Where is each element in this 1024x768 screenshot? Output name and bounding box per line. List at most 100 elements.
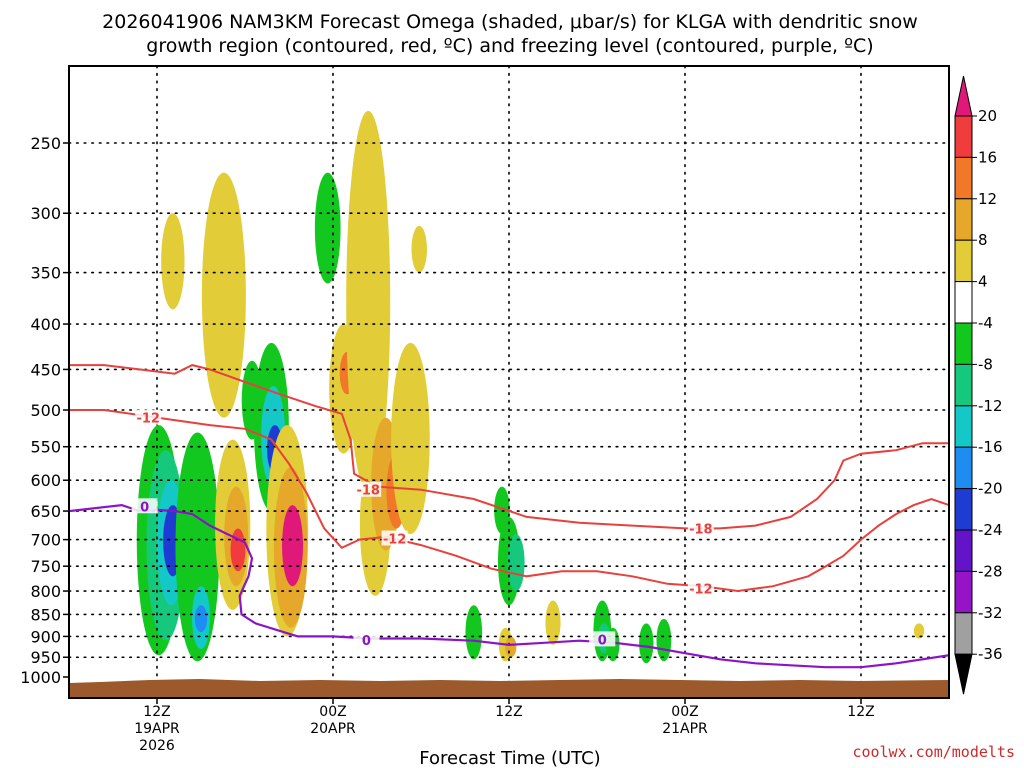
x-tick-label: 21APR xyxy=(662,721,708,737)
contour-label-bg xyxy=(135,409,162,425)
colorbar-segment xyxy=(954,570,973,614)
y-tick-label: 800 xyxy=(30,582,61,601)
omega-cell xyxy=(505,636,517,658)
omega-cell xyxy=(201,172,246,418)
colorbar-segment xyxy=(954,281,973,324)
contour-label: 0 xyxy=(140,500,149,515)
x-tick-label: 12Z xyxy=(495,704,522,720)
x-axis-label: Forecast Time (UTC) xyxy=(419,748,600,768)
y-tick-label: 600 xyxy=(30,471,61,490)
y-axis: 250 300 350 400 450 500 550 600 650 700 750 800 850 9… xyxy=(20,134,69,687)
colorbar-level-label: -28 xyxy=(978,562,1003,580)
site-credit: coolwx.com/modelts xyxy=(852,743,1015,761)
omega-cell xyxy=(656,618,672,662)
y-tick-label: 700 xyxy=(30,531,61,550)
contour-label-bg xyxy=(131,498,158,514)
omega-cell xyxy=(314,172,341,284)
omega-cell xyxy=(248,172,263,214)
omega-cell xyxy=(507,534,525,592)
omega-cell xyxy=(391,342,430,535)
colorbar-level-label: -8 xyxy=(978,355,993,373)
contour-label: 0 xyxy=(598,633,607,648)
y-tick-label: 250 xyxy=(30,134,61,153)
x-tick-label: 19APR xyxy=(134,721,180,737)
omega-cell xyxy=(639,623,654,664)
colorbar-level-label: 16 xyxy=(978,148,997,166)
omega-cell xyxy=(282,505,304,587)
colorbar-level-label: 20 xyxy=(978,107,997,125)
x-tick-label: 00Z xyxy=(671,704,698,720)
dgz-minus18-contour xyxy=(69,364,949,530)
colorbar-segment xyxy=(954,198,973,241)
contour-label: -18 xyxy=(356,484,380,499)
chart-title-line-1: 2026041906 NAM3KM Forecast Omega (shaded… xyxy=(102,11,918,33)
contour-label: -12 xyxy=(136,412,160,427)
colorbar-segment xyxy=(954,363,973,407)
colorbar-level-label: 12 xyxy=(978,190,997,208)
omega-cell xyxy=(346,110,391,493)
colorbar-segment xyxy=(954,115,973,158)
colorbar-segment xyxy=(954,322,973,365)
x-tick-label: 20APR xyxy=(310,721,356,737)
colorbar-bottom-arrow xyxy=(954,653,973,695)
colorbar-level-label: 4 xyxy=(978,273,988,291)
colorbar: 20 16 12 8 4 -4 -8 -12 -16 -20 -24 -28 -32 -36 xyxy=(954,75,1003,695)
omega-cell xyxy=(230,528,246,572)
x-tick-label: 00Z xyxy=(319,704,346,720)
y-tick-label: 550 xyxy=(30,438,61,457)
contour-label-bg xyxy=(687,580,714,596)
x-tick-label: 12Z xyxy=(143,704,170,720)
colorbar-level-label: -32 xyxy=(978,604,1003,622)
x-tick-label: 2026 xyxy=(139,738,175,754)
omega-cell xyxy=(545,600,561,645)
contour-label-bg xyxy=(687,520,714,536)
omega-cell xyxy=(913,623,925,639)
contour-label-bg xyxy=(381,530,408,546)
y-tick-label: 400 xyxy=(30,315,61,334)
freezing-level-contour xyxy=(69,503,949,669)
contour-label: 0 xyxy=(362,634,371,649)
contour-label: -12 xyxy=(689,583,713,598)
y-tick-label: 650 xyxy=(30,502,61,521)
omega-cell xyxy=(194,605,208,633)
y-tick-label: 950 xyxy=(30,648,61,667)
y-tick-label: 450 xyxy=(30,360,61,379)
colorbar-segment xyxy=(954,156,973,200)
colorbar-level-label: -24 xyxy=(978,521,1003,539)
y-tick-label: 900 xyxy=(30,627,61,646)
colorbar-level-label: -4 xyxy=(978,314,993,332)
y-tick-label: 350 xyxy=(30,264,61,283)
x-tick-label: 12Z xyxy=(847,704,874,720)
y-tick-label: 500 xyxy=(30,401,61,420)
y-tick-label: 300 xyxy=(30,204,61,223)
colorbar-level-label: -12 xyxy=(978,397,1003,415)
contour-label-bg xyxy=(355,481,382,497)
terrain-ground xyxy=(69,679,949,698)
omega-shading-layer xyxy=(136,110,925,664)
colorbar-segment xyxy=(954,446,973,490)
omega-cell xyxy=(465,605,483,660)
colorbar-segment xyxy=(954,239,973,283)
colorbar-segment xyxy=(954,612,973,655)
dgz-minus12-contour xyxy=(69,409,949,593)
colorbar-level-label: 8 xyxy=(978,231,988,249)
colorbar-segment xyxy=(954,488,973,531)
colorbar-top-arrow xyxy=(954,75,973,117)
y-tick-label: 1000 xyxy=(20,668,61,687)
grid-layer xyxy=(69,66,949,698)
contour-layer: -12 -18 -12 -18 -12 0 0 0 xyxy=(69,364,949,669)
colorbar-segment xyxy=(954,529,973,572)
colorbar-level-label: -16 xyxy=(978,438,1003,456)
contour-label: -18 xyxy=(689,522,713,537)
chart-title-line-2: growth region (contoured, red, ºC) and f… xyxy=(146,35,873,57)
y-tick-label: 850 xyxy=(30,605,61,624)
contour-label: -12 xyxy=(383,533,407,548)
colorbar-level-label: -20 xyxy=(978,480,1003,498)
omega-cell xyxy=(411,225,427,273)
contour-label-bg xyxy=(353,631,380,647)
contour-label-bg xyxy=(589,631,616,647)
colorbar-level-label: -36 xyxy=(978,645,1003,663)
y-tick-label: 750 xyxy=(30,557,61,576)
